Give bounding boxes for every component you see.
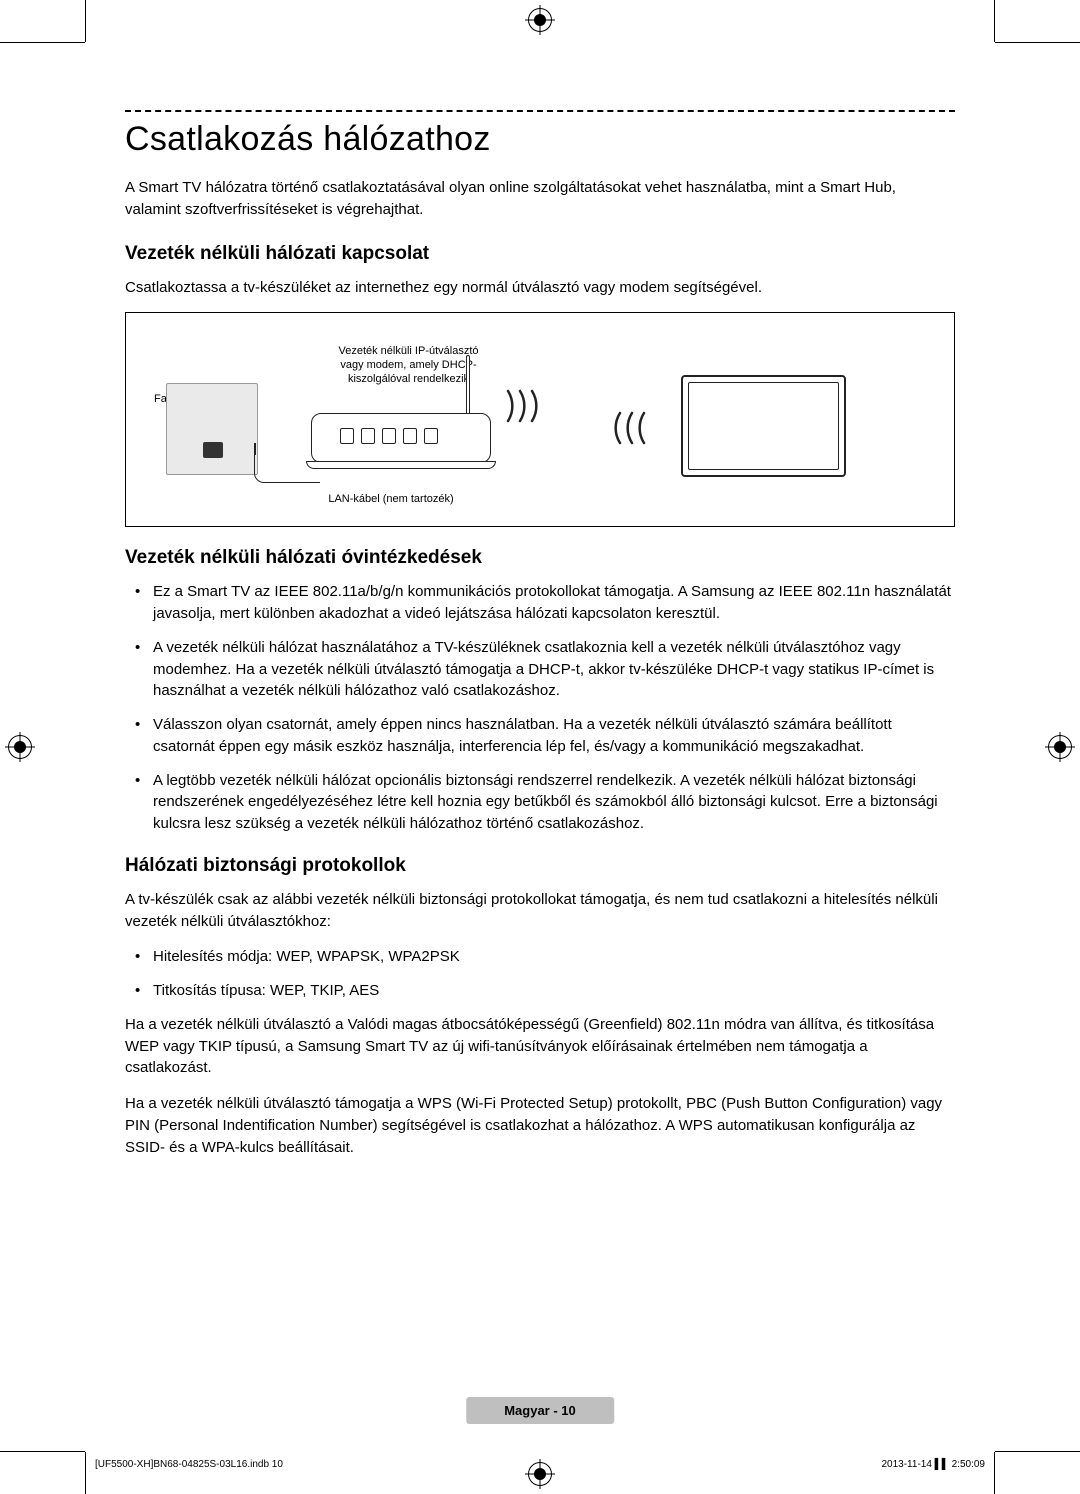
footer-timestamp: 2013-11-14 ▌▌ 2:50:09 xyxy=(881,1459,985,1470)
antenna-icon xyxy=(466,355,470,415)
list-item: A vezeték nélküli hálózat használatához … xyxy=(153,637,955,702)
section-text: Ha a vezeték nélküli útválasztó támogatj… xyxy=(125,1093,955,1158)
crop-mark xyxy=(85,1452,86,1494)
list-item: Válasszon olyan csatornát, amely éppen n… xyxy=(153,714,955,758)
wifi-waves-in-icon xyxy=(586,393,656,463)
crop-mark xyxy=(994,0,995,42)
registration-mark-icon xyxy=(1048,735,1072,759)
wifi-waves-out-icon xyxy=(496,371,566,441)
list-item: A legtöbb vezeték nélküli hálózat opcion… xyxy=(153,770,955,835)
registration-mark-icon xyxy=(528,1462,552,1486)
cable-icon xyxy=(254,453,320,483)
section-heading: Hálózati biztonsági protokollok xyxy=(125,855,955,877)
network-diagram: Fali LAN-csatlakozó Vezeték nélküli IP-ú… xyxy=(125,312,955,527)
crop-mark xyxy=(994,1452,995,1494)
protocols-list: Hitelesítés módja: WEP, WPAPSK, WPA2PSK … xyxy=(125,946,955,1002)
section-text: Csatlakoztassa a tv-készüléket az intern… xyxy=(125,277,955,299)
list-item: Ez a Smart TV az IEEE 802.11a/b/g/n komm… xyxy=(153,581,955,625)
registration-mark-icon xyxy=(8,735,32,759)
tv-icon xyxy=(681,375,846,477)
crop-mark xyxy=(85,0,86,42)
intro-paragraph: A Smart TV hálózatra történő csatlakozta… xyxy=(125,177,955,221)
page-number-badge: Magyar - 10 xyxy=(466,1397,614,1424)
list-item: Hitelesítés módja: WEP, WPAPSK, WPA2PSK xyxy=(153,946,955,968)
crop-mark xyxy=(0,1451,85,1452)
crop-mark xyxy=(995,1451,1080,1452)
section-heading: Vezeték nélküli hálózati óvintézkedések xyxy=(125,547,955,569)
section-text: Ha a vezeték nélküli útválasztó a Valódi… xyxy=(125,1014,955,1079)
page-title: Csatlakozás hálózathoz xyxy=(125,120,955,159)
section-text: A tv-készülék csak az alábbi vezeték nél… xyxy=(125,889,955,933)
dashed-divider xyxy=(125,110,955,112)
diagram-label-router: Vezeték nélküli IP-útválasztó vagy modem… xyxy=(331,345,486,386)
crop-mark xyxy=(995,42,1080,43)
registration-mark-icon xyxy=(528,8,552,32)
section-heading: Vezeték nélküli hálózati kapcsolat xyxy=(125,243,955,265)
list-item: Titkosítás típusa: WEP, TKIP, AES xyxy=(153,980,955,1002)
crop-mark xyxy=(0,42,85,43)
footer-file-info: [UF5500-XH]BN68-04825S-03L16.indb 10 xyxy=(95,1459,283,1470)
router-icon xyxy=(311,413,491,463)
wall-port-icon xyxy=(166,383,258,475)
precautions-list: Ez a Smart TV az IEEE 802.11a/b/g/n komm… xyxy=(125,581,955,835)
diagram-label-cable: LAN-kábel (nem tartozék) xyxy=(301,493,481,507)
page-content: Csatlakozás hálózathoz A Smart TV hálóza… xyxy=(125,110,955,1172)
